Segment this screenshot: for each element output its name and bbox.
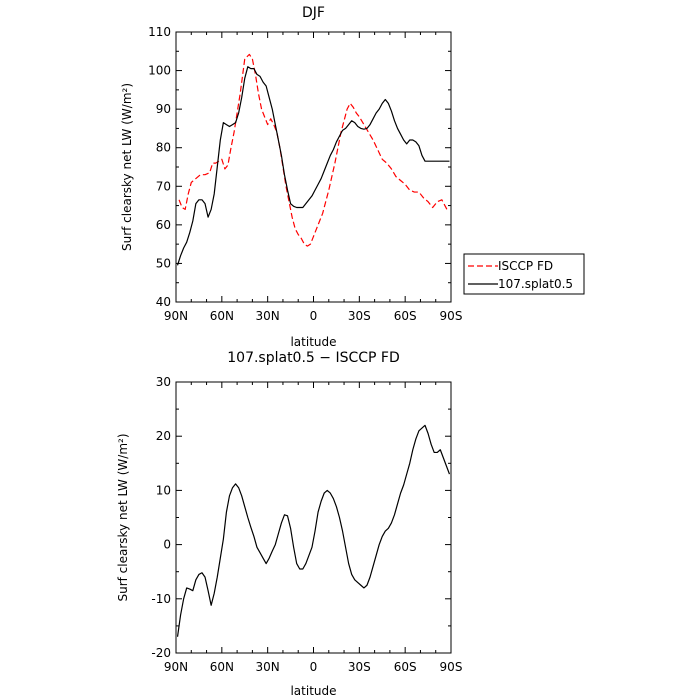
y-axis-label: Surf clearsky net LW (W/m²) bbox=[120, 83, 134, 251]
y-tick-label: 60 bbox=[156, 218, 171, 232]
x-tick-label: 90S bbox=[440, 309, 463, 323]
y-tick-label: 110 bbox=[148, 25, 171, 39]
legend-label: ISCCP FD bbox=[498, 259, 553, 273]
y-tick-label: -20 bbox=[151, 646, 171, 660]
y-tick-label: 70 bbox=[156, 179, 171, 193]
x-tick-label: 30S bbox=[348, 309, 371, 323]
x-tick-label: 30S bbox=[348, 660, 371, 674]
legend: ISCCP FD 107.splat0.5 bbox=[463, 253, 585, 295]
x-tick-label: 60S bbox=[394, 660, 417, 674]
chart-title: 107.splat0.5 − ISCCP FD bbox=[227, 350, 400, 366]
y-tick-label: 90 bbox=[156, 102, 171, 116]
chart-title: DJF bbox=[302, 5, 325, 21]
x-tick-label: 0 bbox=[310, 309, 318, 323]
top-chart-djf: 90N 60N 30N 0 30S 60S 90S 40 50 60 70 80 90 100 110 DJF… bbox=[120, 5, 585, 349]
y-tick-label: 100 bbox=[148, 64, 171, 78]
y-tick-label: 80 bbox=[156, 141, 171, 155]
x-tick-label: 60N bbox=[210, 309, 234, 323]
x-tick-label: 90N bbox=[164, 660, 188, 674]
y-tick-label: 40 bbox=[156, 295, 171, 309]
y-tick-label: -10 bbox=[151, 592, 171, 606]
y-tick-label: 0 bbox=[163, 538, 171, 552]
y-axis-label: Surf clearsky net LW (W/m²) bbox=[116, 433, 130, 601]
x-axis-label: latitude bbox=[290, 684, 336, 698]
y-tick-label: 50 bbox=[156, 256, 171, 270]
series-line-107-splat0-5 bbox=[176, 66, 450, 266]
x-tick-label: 90S bbox=[440, 660, 463, 674]
x-tick-label: 90N bbox=[164, 309, 188, 323]
y-tick-label: 10 bbox=[156, 483, 171, 497]
plot-frame bbox=[175, 381, 452, 654]
x-tick-label: 60S bbox=[394, 309, 417, 323]
legend-box bbox=[463, 253, 585, 295]
y-tick-label: 20 bbox=[156, 429, 171, 443]
x-tick-label: 30N bbox=[256, 660, 280, 674]
x-axis-label: latitude bbox=[290, 335, 336, 349]
x-tick-label: 60N bbox=[210, 660, 234, 674]
bottom-chart-difference: 90N 60N 30N 0 30S 60S 90S -20 -10 0 10 20 30 107.spla… bbox=[116, 350, 462, 698]
x-tick-label: 0 bbox=[310, 660, 318, 674]
legend-label: 107.splat0.5 bbox=[498, 277, 573, 291]
x-tick-label: 30N bbox=[256, 309, 280, 323]
series-line-difference bbox=[176, 424, 451, 637]
y-tick-label: 30 bbox=[156, 375, 171, 389]
